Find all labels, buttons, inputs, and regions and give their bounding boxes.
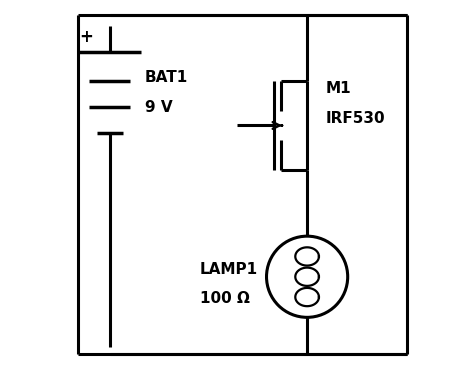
Text: BAT1: BAT1 [145, 70, 188, 85]
Text: IRF530: IRF530 [326, 111, 385, 125]
Text: +: + [79, 28, 92, 46]
Text: LAMP1: LAMP1 [200, 262, 258, 277]
Text: 9 V: 9 V [145, 100, 173, 114]
Text: M1: M1 [326, 81, 351, 96]
Text: 100 Ω: 100 Ω [200, 292, 250, 306]
